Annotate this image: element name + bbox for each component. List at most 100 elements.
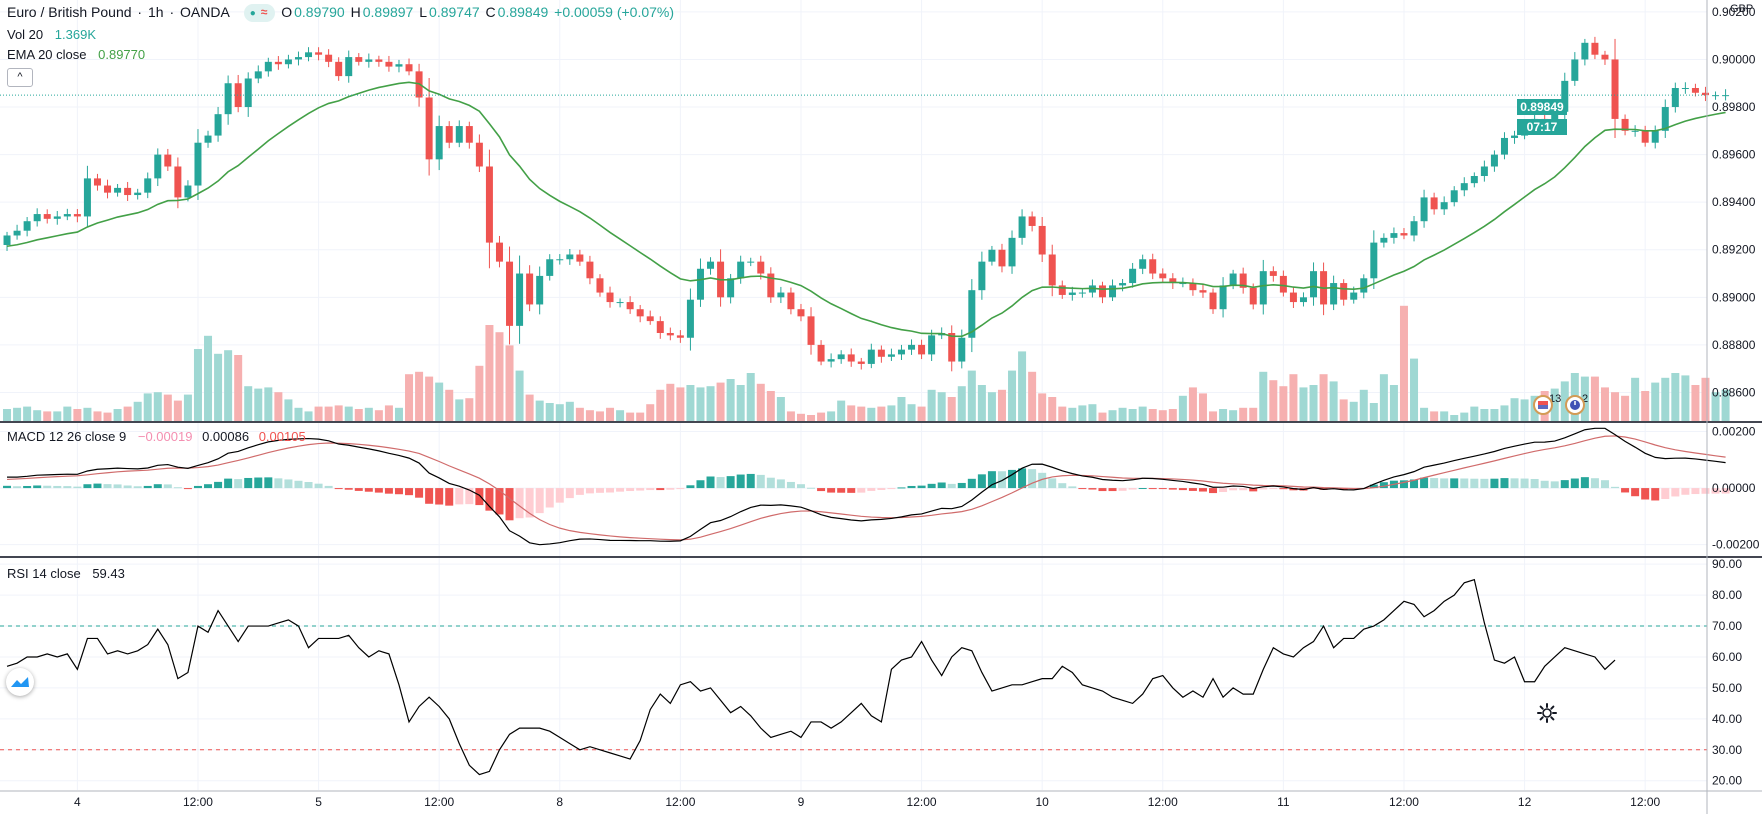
candles[interactable] [3, 36, 1730, 372]
candle[interactable] [1299, 292, 1307, 307]
candle[interactable] [1129, 262, 1137, 288]
candle[interactable] [877, 345, 885, 363]
candle[interactable] [234, 74, 242, 113]
candle[interactable] [666, 327, 674, 341]
candle[interactable] [1611, 38, 1619, 139]
candle[interactable] [315, 47, 323, 61]
candle[interactable] [636, 304, 644, 323]
candle[interactable] [1722, 89, 1730, 101]
candle[interactable] [83, 165, 91, 228]
candle[interactable] [475, 134, 483, 173]
candle[interactable] [385, 55, 393, 72]
candle[interactable] [1018, 209, 1026, 245]
candle[interactable] [1651, 125, 1659, 149]
candle[interactable] [887, 348, 895, 361]
candle[interactable] [857, 357, 865, 370]
candle[interactable] [1119, 278, 1127, 292]
candle[interactable] [717, 249, 725, 307]
candle[interactable] [1360, 274, 1368, 299]
candle[interactable] [566, 248, 574, 265]
candle[interactable] [23, 217, 31, 237]
candle[interactable] [204, 130, 212, 148]
candle[interactable] [727, 273, 735, 304]
candle[interactable] [556, 254, 564, 265]
candle[interactable] [1440, 196, 1448, 215]
candle[interactable] [1279, 270, 1287, 297]
candle[interactable] [305, 47, 313, 62]
candle[interactable] [294, 51, 302, 66]
candle[interactable] [154, 148, 162, 187]
candle[interactable] [968, 279, 976, 353]
rsi-legend[interactable]: RSI 14 close 59.43 [7, 566, 127, 581]
interval-label[interactable]: 1h [147, 4, 164, 20]
candle[interactable] [867, 343, 875, 369]
candle[interactable] [244, 72, 252, 117]
candle[interactable] [164, 148, 172, 171]
candle[interactable] [767, 267, 775, 303]
candle[interactable] [1259, 259, 1267, 315]
candle[interactable] [134, 188, 142, 200]
candle[interactable] [1289, 287, 1297, 309]
candle[interactable] [1691, 83, 1699, 97]
candle[interactable] [345, 50, 353, 83]
candle[interactable] [606, 286, 614, 308]
candle[interactable] [506, 246, 514, 345]
candle[interactable] [576, 249, 584, 266]
candle[interactable] [1380, 233, 1388, 248]
candle[interactable] [1330, 275, 1338, 311]
candle[interactable] [686, 288, 694, 351]
candle[interactable] [747, 257, 755, 267]
candle[interactable] [948, 325, 956, 372]
candle[interactable] [1149, 253, 1157, 280]
gear-icon[interactable] [1536, 702, 1558, 724]
candle[interactable] [847, 348, 855, 367]
market-status-pill[interactable]: ● ≈ [243, 4, 276, 22]
candle[interactable] [435, 115, 443, 171]
candle[interactable] [425, 77, 433, 176]
candle[interactable] [1681, 82, 1689, 94]
candle[interactable] [485, 149, 493, 269]
macd-legend[interactable]: MACD 12 26 close 9 −0.00019 0.00086 0.00… [7, 429, 308, 444]
candle[interactable] [978, 251, 986, 300]
candle[interactable] [43, 209, 51, 224]
candle[interactable] [124, 181, 132, 201]
candle[interactable] [1641, 125, 1649, 147]
candle[interactable] [495, 235, 503, 268]
candle[interactable] [325, 49, 333, 68]
candle[interactable] [1370, 230, 1378, 289]
candle[interactable] [63, 208, 71, 221]
candle[interactable] [837, 350, 845, 364]
candle[interactable] [1068, 286, 1076, 301]
candle[interactable] [1159, 268, 1167, 283]
candle[interactable] [194, 129, 202, 200]
candle[interactable] [516, 255, 524, 344]
candle[interactable] [817, 340, 825, 366]
candle[interactable] [184, 180, 192, 202]
candle[interactable] [1038, 217, 1046, 262]
candle[interactable] [1581, 38, 1589, 66]
candle[interactable] [1712, 91, 1720, 100]
candle[interactable] [1410, 215, 1418, 242]
symbol-title[interactable]: Euro / British Pound [7, 4, 132, 20]
candle[interactable] [897, 344, 905, 361]
candle[interactable] [596, 274, 604, 297]
candle[interactable] [1189, 278, 1197, 296]
candle[interactable] [676, 330, 684, 343]
candle[interactable] [355, 53, 363, 66]
candle[interactable] [1139, 254, 1147, 275]
candle[interactable] [73, 209, 81, 223]
candle[interactable] [1098, 281, 1106, 304]
events-clock-icon[interactable] [1565, 395, 1585, 415]
time-axis[interactable]: 4 12:00 5 12:00 8 12:00 9 12:00 10 12:00 11 12:00 12… [74, 795, 1660, 809]
candle[interactable] [616, 298, 624, 308]
candle[interactable] [1591, 36, 1599, 60]
candle[interactable] [1400, 228, 1408, 240]
candle[interactable] [365, 53, 373, 68]
candle[interactable] [1109, 279, 1117, 302]
candle[interactable] [445, 121, 453, 149]
candle[interactable] [928, 329, 936, 361]
candle[interactable] [1058, 280, 1066, 299]
candle[interactable] [807, 307, 815, 355]
candle[interactable] [1078, 288, 1086, 298]
candle[interactable] [93, 173, 101, 191]
